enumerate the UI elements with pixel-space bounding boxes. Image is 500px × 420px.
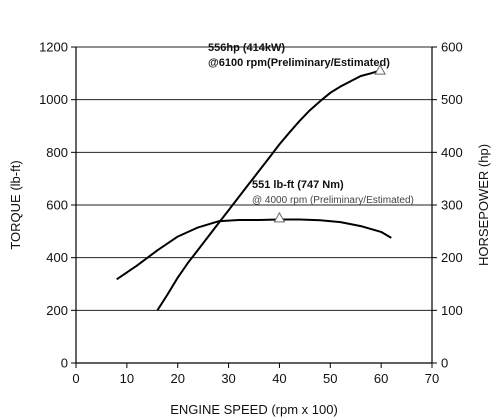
torque-peak-annotation-line1: 551 lb-ft (747 Nm) xyxy=(252,179,344,191)
y-right-tick-label: 500 xyxy=(441,92,463,107)
y-left-tick-label: 400 xyxy=(46,250,68,265)
y-right-tick-label: 600 xyxy=(441,40,463,55)
x-tick-label: 40 xyxy=(272,371,286,386)
x-tick-label: 10 xyxy=(120,371,134,386)
torque-peak-marker xyxy=(273,211,286,223)
y-left-tick-label: 800 xyxy=(46,145,68,160)
y-left-tick-label: 600 xyxy=(46,198,68,213)
y-left-tick-label: 1200 xyxy=(39,40,68,55)
y-right-tick-label: 300 xyxy=(441,198,463,213)
y-left-tick-labels: 0 200 400 600 800 1000 1200 xyxy=(39,40,76,371)
y-right-tick-labels: 0 100 200 300 400 500 600 xyxy=(432,40,463,371)
x-tick-label: 20 xyxy=(170,371,184,386)
series xyxy=(116,69,392,311)
y-axis-left-label: TORQUE (lb-ft) xyxy=(8,160,23,249)
x-tick-label: 50 xyxy=(323,371,337,386)
y-axis-right-label: HORSEPOWER (hp) xyxy=(476,144,491,266)
y-right-tick-label: 0 xyxy=(441,356,448,371)
y-right-tick-label: 200 xyxy=(441,250,463,265)
x-tick-labels: 0 10 20 30 40 50 60 70 xyxy=(72,363,439,386)
y-right-tick-label: 100 xyxy=(441,303,463,318)
x-tick-label: 30 xyxy=(221,371,235,386)
y-left-tick-label: 200 xyxy=(46,303,68,318)
horsepower-series-line xyxy=(156,69,382,311)
x-tick-label: 0 xyxy=(72,371,79,386)
y-left-tick-label: 0 xyxy=(61,356,68,371)
x-tick-label: 70 xyxy=(425,371,439,386)
x-axis-label: ENGINE SPEED (rpm x 100) xyxy=(170,402,338,417)
torque-series-line xyxy=(116,218,392,281)
annotation-markers xyxy=(273,64,386,223)
x-tick-label: 60 xyxy=(374,371,388,386)
y-right-tick-label: 400 xyxy=(441,145,463,160)
hp-peak-marker xyxy=(374,64,386,75)
gridlines xyxy=(76,46,432,311)
hp-peak-annotation-line1: 556hp (414kW) xyxy=(208,42,285,54)
hp-peak-annotation-line2: @6100 rpm(Preliminary/Estimated) xyxy=(208,57,390,69)
torque-peak-annotation-line2: @ 4000 rpm (Preliminary/Estimated) xyxy=(252,195,414,206)
y-left-tick-label: 1000 xyxy=(39,92,68,107)
